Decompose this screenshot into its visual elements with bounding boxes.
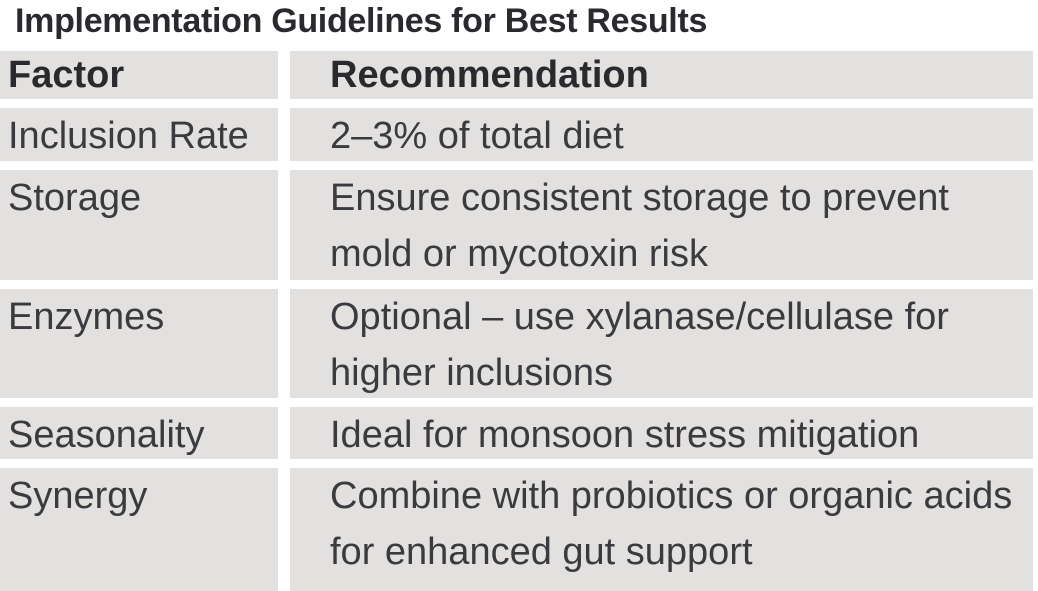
factor-cell-synergy: Synergy — [0, 468, 278, 591]
factor-cell-enzymes: Enzymes — [0, 289, 278, 398]
recommendation-cell-storage: Ensure consistent storage to prevent mol… — [290, 170, 1033, 280]
column-header-recommendation: Recommendation — [290, 51, 1033, 99]
recommendation-cell-enzymes: Optional – use xylanase/cellulase for hi… — [290, 289, 1033, 398]
recommendation-cell-seasonality: Ideal for monsoon stress mitigation — [290, 407, 1033, 459]
page-title: Implementation Guidelines for Best Resul… — [15, 2, 708, 40]
factor-cell-inclusion-rate: Inclusion Rate — [0, 108, 278, 161]
guidelines-table: Factor Recommendation Inclusion Rate 2–3… — [0, 51, 1033, 591]
column-header-factor: Factor — [0, 51, 278, 99]
factor-cell-storage: Storage — [0, 170, 278, 280]
recommendation-cell-inclusion-rate: 2–3% of total diet — [290, 108, 1033, 161]
factor-cell-seasonality: Seasonality — [0, 407, 278, 459]
recommendation-cell-synergy: Combine with probiotics or organic acids… — [290, 468, 1033, 591]
